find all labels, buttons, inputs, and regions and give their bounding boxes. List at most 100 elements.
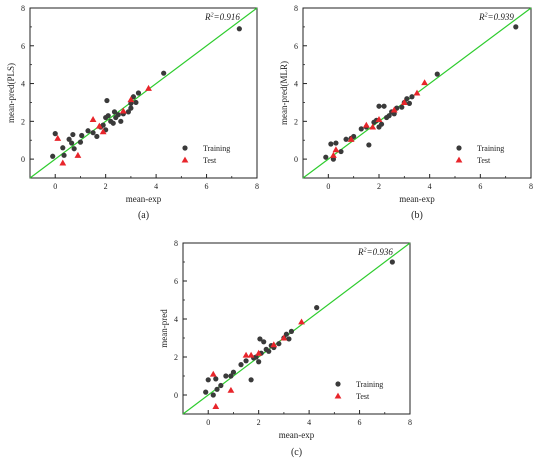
point-training	[205, 377, 211, 383]
point-training	[406, 100, 412, 106]
legend: Training Test	[455, 144, 504, 165]
point-test	[247, 351, 255, 358]
point-training	[386, 113, 392, 119]
y-tick-label: 2	[174, 353, 178, 362]
x-tick-label: 2	[377, 182, 381, 191]
point-training	[133, 99, 139, 106]
panel-label: (a)	[138, 210, 149, 221]
point-training	[104, 97, 110, 104]
point-training	[110, 120, 116, 126]
point-training	[248, 377, 254, 383]
y-axis-label: mean-pred(MLR)	[279, 61, 289, 125]
point-test	[280, 334, 288, 341]
point-training	[60, 145, 66, 151]
legend-marker-circle	[182, 145, 188, 151]
point-training	[343, 136, 349, 142]
x-tick-label: 8	[529, 182, 533, 191]
point-test	[270, 341, 278, 348]
point-training	[236, 26, 242, 32]
r2-annotation: R2=0.939	[478, 12, 514, 22]
x-axis-label: mean-exp	[126, 194, 162, 204]
point-test	[362, 121, 370, 128]
legend-marker-triangle	[334, 392, 342, 399]
legend-label: Training	[203, 144, 230, 153]
y-tick-label: 0	[21, 155, 25, 164]
panel-label: (c)	[291, 447, 302, 458]
point-test	[89, 116, 97, 122]
point-training	[77, 139, 84, 145]
y-tick-label: 4	[21, 80, 25, 89]
x-tick-label: 8	[255, 182, 259, 191]
panel-label: (b)	[411, 210, 423, 221]
point-training	[223, 373, 229, 379]
point-training	[434, 71, 440, 77]
point-test	[54, 134, 62, 141]
x-axis-label: mean-exp	[399, 194, 435, 204]
y-axis-label: mean-pred	[159, 309, 169, 348]
x-tick-label: 4	[154, 182, 158, 191]
point-training	[243, 358, 249, 364]
point-test	[212, 403, 220, 409]
point-training	[130, 94, 137, 100]
point-training	[338, 148, 344, 155]
point-training	[66, 136, 72, 142]
point-training	[135, 90, 142, 96]
point-test	[330, 151, 337, 158]
x-tick-label: 4	[428, 182, 432, 191]
point-training	[203, 389, 209, 395]
y-tick-label: 6	[21, 42, 25, 51]
y-tick-label: 8	[174, 239, 178, 248]
y-tick-label: 0	[294, 155, 298, 164]
x-tick-label: 8	[408, 418, 412, 427]
y-tick-label: 8	[294, 4, 298, 13]
r2-value: =0.916	[214, 12, 241, 22]
point-training	[286, 336, 292, 342]
point-training	[376, 103, 382, 109]
r2-annotation: R2=0.916	[204, 12, 240, 22]
point-training	[210, 392, 216, 398]
point-test	[242, 351, 250, 358]
point-training	[50, 153, 56, 159]
point-test	[127, 96, 135, 103]
point-training	[358, 126, 364, 132]
point-training	[333, 140, 339, 146]
point-test	[99, 128, 107, 135]
point-training	[328, 141, 334, 147]
y-tick-label: 8	[21, 4, 25, 13]
point-test	[347, 135, 355, 142]
point-test	[390, 106, 398, 113]
point-training	[314, 305, 320, 311]
chart-panel-3: 0 2 4 6 802468R2=0.936TrainingTestmean-expme…	[159, 239, 412, 458]
point-training	[404, 96, 410, 102]
point-test	[255, 349, 263, 356]
point-training	[283, 331, 290, 337]
legend-marker-triangle	[455, 156, 463, 163]
chart-panel-1: 0 2 4 6 802468R2=0.916TrainingTestmean-expme…	[6, 4, 259, 221]
point-test	[227, 386, 235, 393]
x-tick-label: 6	[358, 418, 362, 427]
point-training	[115, 112, 121, 118]
point-training	[378, 121, 385, 127]
point-training	[218, 382, 224, 389]
plot-frame	[182, 242, 411, 415]
point-training	[213, 376, 219, 382]
point-training	[105, 113, 111, 119]
point-training	[94, 133, 100, 140]
chart-panel-2: 0 2 4 6 802468R2=0.939TrainingTestmean-expme…	[279, 4, 533, 221]
y-tick-label: 4	[174, 315, 178, 324]
point-training	[228, 373, 234, 379]
legend-label: Training	[356, 380, 383, 389]
point-test	[298, 318, 305, 325]
r2-value: =0.939	[488, 12, 515, 22]
x-axis-label: mean-exp	[279, 430, 315, 440]
x-tick-label: 4	[307, 418, 311, 427]
reference-line	[29, 7, 258, 179]
point-test	[74, 151, 82, 158]
point-training	[71, 146, 77, 152]
point-training	[118, 118, 124, 124]
x-tick-label: 0	[53, 182, 57, 191]
y-tick-label: 6	[294, 42, 298, 51]
point-test	[119, 107, 127, 114]
point-test	[369, 123, 377, 130]
point-training	[288, 328, 295, 334]
